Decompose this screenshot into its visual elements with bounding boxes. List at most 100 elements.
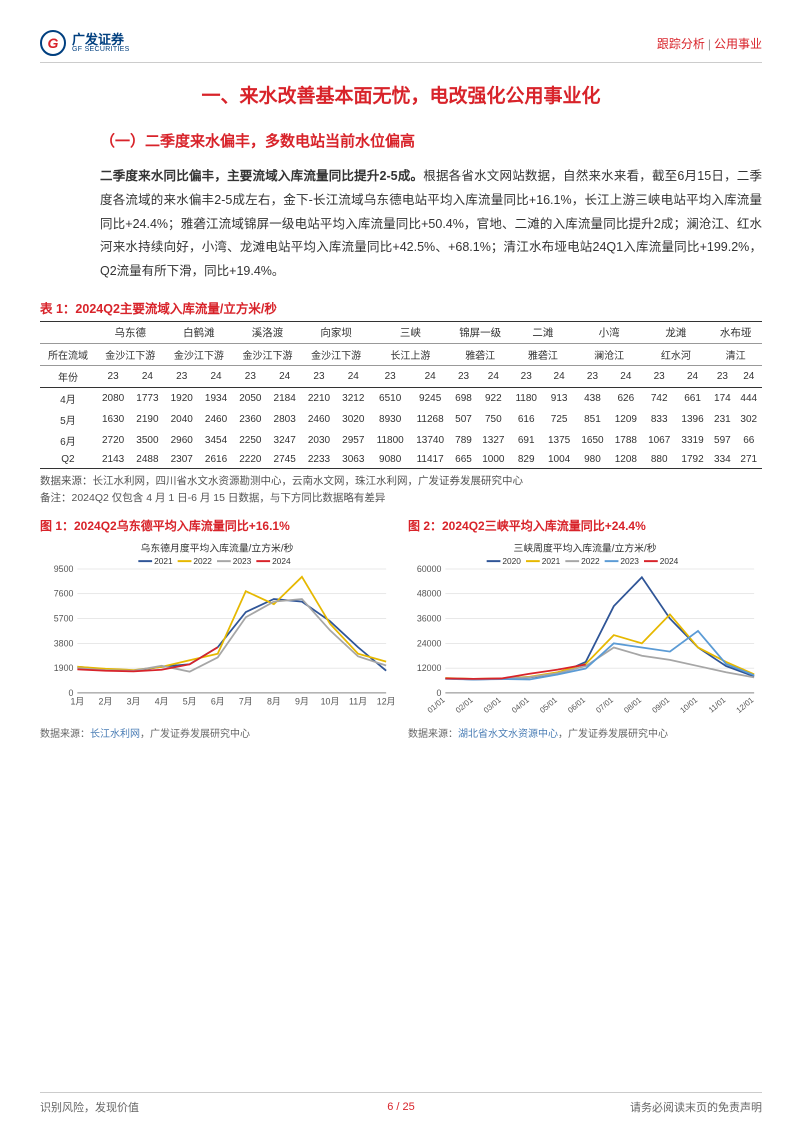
svg-text:07/01: 07/01 bbox=[594, 695, 615, 715]
chart-1-svg: 乌东德月度平均入库流量/立方米/秒20212022202320240190038… bbox=[40, 538, 394, 718]
svg-text:2022: 2022 bbox=[581, 556, 600, 566]
year-hdr: 24 bbox=[542, 365, 575, 387]
year-hdr: 23 bbox=[302, 365, 336, 387]
year-hdr: 24 bbox=[336, 365, 370, 387]
chart-2-link[interactable]: 湖北省水文水资源中心 bbox=[458, 729, 558, 740]
footer-left: 识别风险，发现价值 bbox=[40, 1099, 139, 1115]
station-hdr: 锦屏一级 bbox=[450, 321, 510, 343]
svg-text:09/01: 09/01 bbox=[650, 695, 671, 715]
crumb-b: 公用事业 bbox=[714, 37, 762, 51]
year-hdr: 23 bbox=[576, 365, 609, 387]
para-bold: 二季度来水同比偏丰，主要流域入库流量同比提升2-5成。 bbox=[100, 169, 423, 183]
basin-hdr: 金沙江下游 bbox=[233, 343, 302, 365]
svg-text:9月: 9月 bbox=[295, 696, 309, 706]
chart-2: 图 2：2024Q2三峡平均入库流量同比+24.4% 三峡周度平均入库流量/立方… bbox=[408, 517, 762, 740]
table-row: Q221432488230726162220274522333063908011… bbox=[40, 451, 762, 469]
svg-text:36000: 36000 bbox=[417, 613, 442, 623]
basin-hdr: 雅砻江 bbox=[510, 343, 576, 365]
basin-hdr: 雅砻江 bbox=[450, 343, 510, 365]
svg-text:05/01: 05/01 bbox=[538, 695, 559, 715]
body-paragraph: 二季度来水同比偏丰，主要流域入库流量同比提升2-5成。根据各省水文网站数据，自然… bbox=[100, 165, 762, 284]
basin-hdr: 金沙江下游 bbox=[302, 343, 371, 365]
svg-text:5700: 5700 bbox=[54, 613, 74, 623]
basin-hdr: 金沙江下游 bbox=[165, 343, 234, 365]
basin-hdr: 红水河 bbox=[643, 343, 710, 365]
year-hdr: 24 bbox=[736, 365, 762, 387]
svg-text:7月: 7月 bbox=[239, 696, 253, 706]
svg-text:2022: 2022 bbox=[193, 556, 212, 566]
year-hdr: 23 bbox=[510, 365, 542, 387]
svg-text:9500: 9500 bbox=[54, 564, 74, 574]
svg-text:2023: 2023 bbox=[620, 556, 639, 566]
basin-hdr: 清江 bbox=[709, 343, 762, 365]
table-note: 备注：2024Q2 仅包含 4 月 1 日-6 月 15 日数据，与下方同比数据… bbox=[40, 490, 762, 505]
svg-text:11月: 11月 bbox=[349, 696, 367, 706]
svg-text:2月: 2月 bbox=[99, 696, 113, 706]
year-hdr: 23 bbox=[370, 365, 410, 387]
table-source: 数据来源：长江水利网，四川省水文水资源勘测中心，云南水文网，珠江水利网，广发证券… bbox=[40, 473, 762, 488]
station-hdr: 龙滩 bbox=[643, 321, 710, 343]
svg-text:10月: 10月 bbox=[321, 696, 340, 706]
year-hdr: 23 bbox=[450, 365, 476, 387]
year-hdr: 23 bbox=[96, 365, 130, 387]
crumb-a: 跟踪分析 bbox=[657, 37, 705, 51]
chart-2-title: 图 2：2024Q2三峡平均入库流量同比+24.4% bbox=[408, 517, 762, 534]
svg-text:12000: 12000 bbox=[417, 663, 442, 673]
svg-text:2024: 2024 bbox=[272, 556, 291, 566]
svg-text:8月: 8月 bbox=[267, 696, 281, 706]
svg-text:7600: 7600 bbox=[54, 588, 74, 598]
year-hdr: 24 bbox=[410, 365, 450, 387]
year-hdr: 23 bbox=[709, 365, 735, 387]
station-hdr: 向家坝 bbox=[302, 321, 371, 343]
year-hdr: 24 bbox=[477, 365, 510, 387]
station-hdr: 水布垭 bbox=[709, 321, 762, 343]
svg-text:12月: 12月 bbox=[377, 696, 394, 706]
svg-text:乌东德月度平均入库流量/立方米/秒: 乌东德月度平均入库流量/立方米/秒 bbox=[141, 541, 294, 554]
page-footer: 识别风险，发现价值 6 / 25 请务必阅读末页的免责声明 bbox=[40, 1092, 762, 1115]
svg-text:4月: 4月 bbox=[155, 696, 169, 706]
svg-text:02/01: 02/01 bbox=[454, 695, 475, 715]
svg-text:1900: 1900 bbox=[54, 663, 74, 673]
chart-1-src: 数据来源：长江水利网，广发证券发展研究中心 bbox=[40, 725, 394, 740]
svg-text:04/01: 04/01 bbox=[510, 695, 531, 715]
table-row: 5月16302190204024602360280324603020893011… bbox=[40, 409, 762, 430]
table-row: 6月27203500296034542250324720302957118001… bbox=[40, 430, 762, 451]
svg-text:2023: 2023 bbox=[233, 556, 252, 566]
year-hdr: 24 bbox=[199, 365, 233, 387]
footer-right: 请务必阅读末页的免责声明 bbox=[630, 1099, 762, 1115]
year-hdr: 23 bbox=[233, 365, 267, 387]
inflow-table: 乌东德白鹤滩溪洛渡向家坝三峡锦屏一级二滩小湾龙滩水布垭 所在流域金沙江下游金沙江… bbox=[40, 321, 762, 469]
station-hdr: 二滩 bbox=[510, 321, 576, 343]
svg-text:2020: 2020 bbox=[502, 556, 521, 566]
svg-text:3月: 3月 bbox=[127, 696, 141, 706]
chart-1-link[interactable]: 长江水利网 bbox=[90, 729, 140, 740]
svg-text:10/01: 10/01 bbox=[678, 695, 699, 715]
svg-text:6月: 6月 bbox=[211, 696, 225, 706]
svg-text:01/01: 01/01 bbox=[426, 695, 447, 715]
svg-text:11/01: 11/01 bbox=[707, 695, 727, 714]
svg-text:1月: 1月 bbox=[70, 696, 84, 706]
footer-page: 6 / 25 bbox=[387, 1101, 415, 1113]
year-hdr: 24 bbox=[676, 365, 709, 387]
header-breadcrumb: 跟踪分析|公用事业 bbox=[657, 35, 762, 52]
heading-2: （一）二季度来水偏丰，多数电站当前水位偏高 bbox=[100, 130, 762, 151]
svg-text:3800: 3800 bbox=[54, 638, 74, 648]
year-hdr: 23 bbox=[643, 365, 676, 387]
year-hdr: 23 bbox=[165, 365, 199, 387]
para-rest: 根据各省水文网站数据，自然来水来看，截至6月15日，二季度各流域的来水偏丰2-5… bbox=[100, 169, 762, 278]
svg-text:24000: 24000 bbox=[417, 638, 442, 648]
page-header: G 广发证券 GF SECURITIES 跟踪分析|公用事业 bbox=[40, 30, 762, 63]
svg-text:2024: 2024 bbox=[660, 556, 679, 566]
chart-2-svg: 三峡周度平均入库流量/立方米/秒202020212022202320240120… bbox=[408, 538, 762, 718]
logo-icon: G bbox=[40, 30, 66, 56]
svg-text:03/01: 03/01 bbox=[482, 695, 503, 715]
heading-1: 一、来水改善基本面无忧，电改强化公用事业化 bbox=[40, 81, 762, 108]
svg-text:12/01: 12/01 bbox=[735, 695, 756, 715]
station-hdr: 三峡 bbox=[370, 321, 450, 343]
svg-text:5月: 5月 bbox=[183, 696, 197, 706]
station-hdr: 白鹤滩 bbox=[165, 321, 234, 343]
logo: G 广发证券 GF SECURITIES bbox=[40, 30, 130, 56]
svg-text:2021: 2021 bbox=[154, 556, 173, 566]
year-hdr: 24 bbox=[130, 365, 164, 387]
basin-hdr: 长江上游 bbox=[370, 343, 450, 365]
